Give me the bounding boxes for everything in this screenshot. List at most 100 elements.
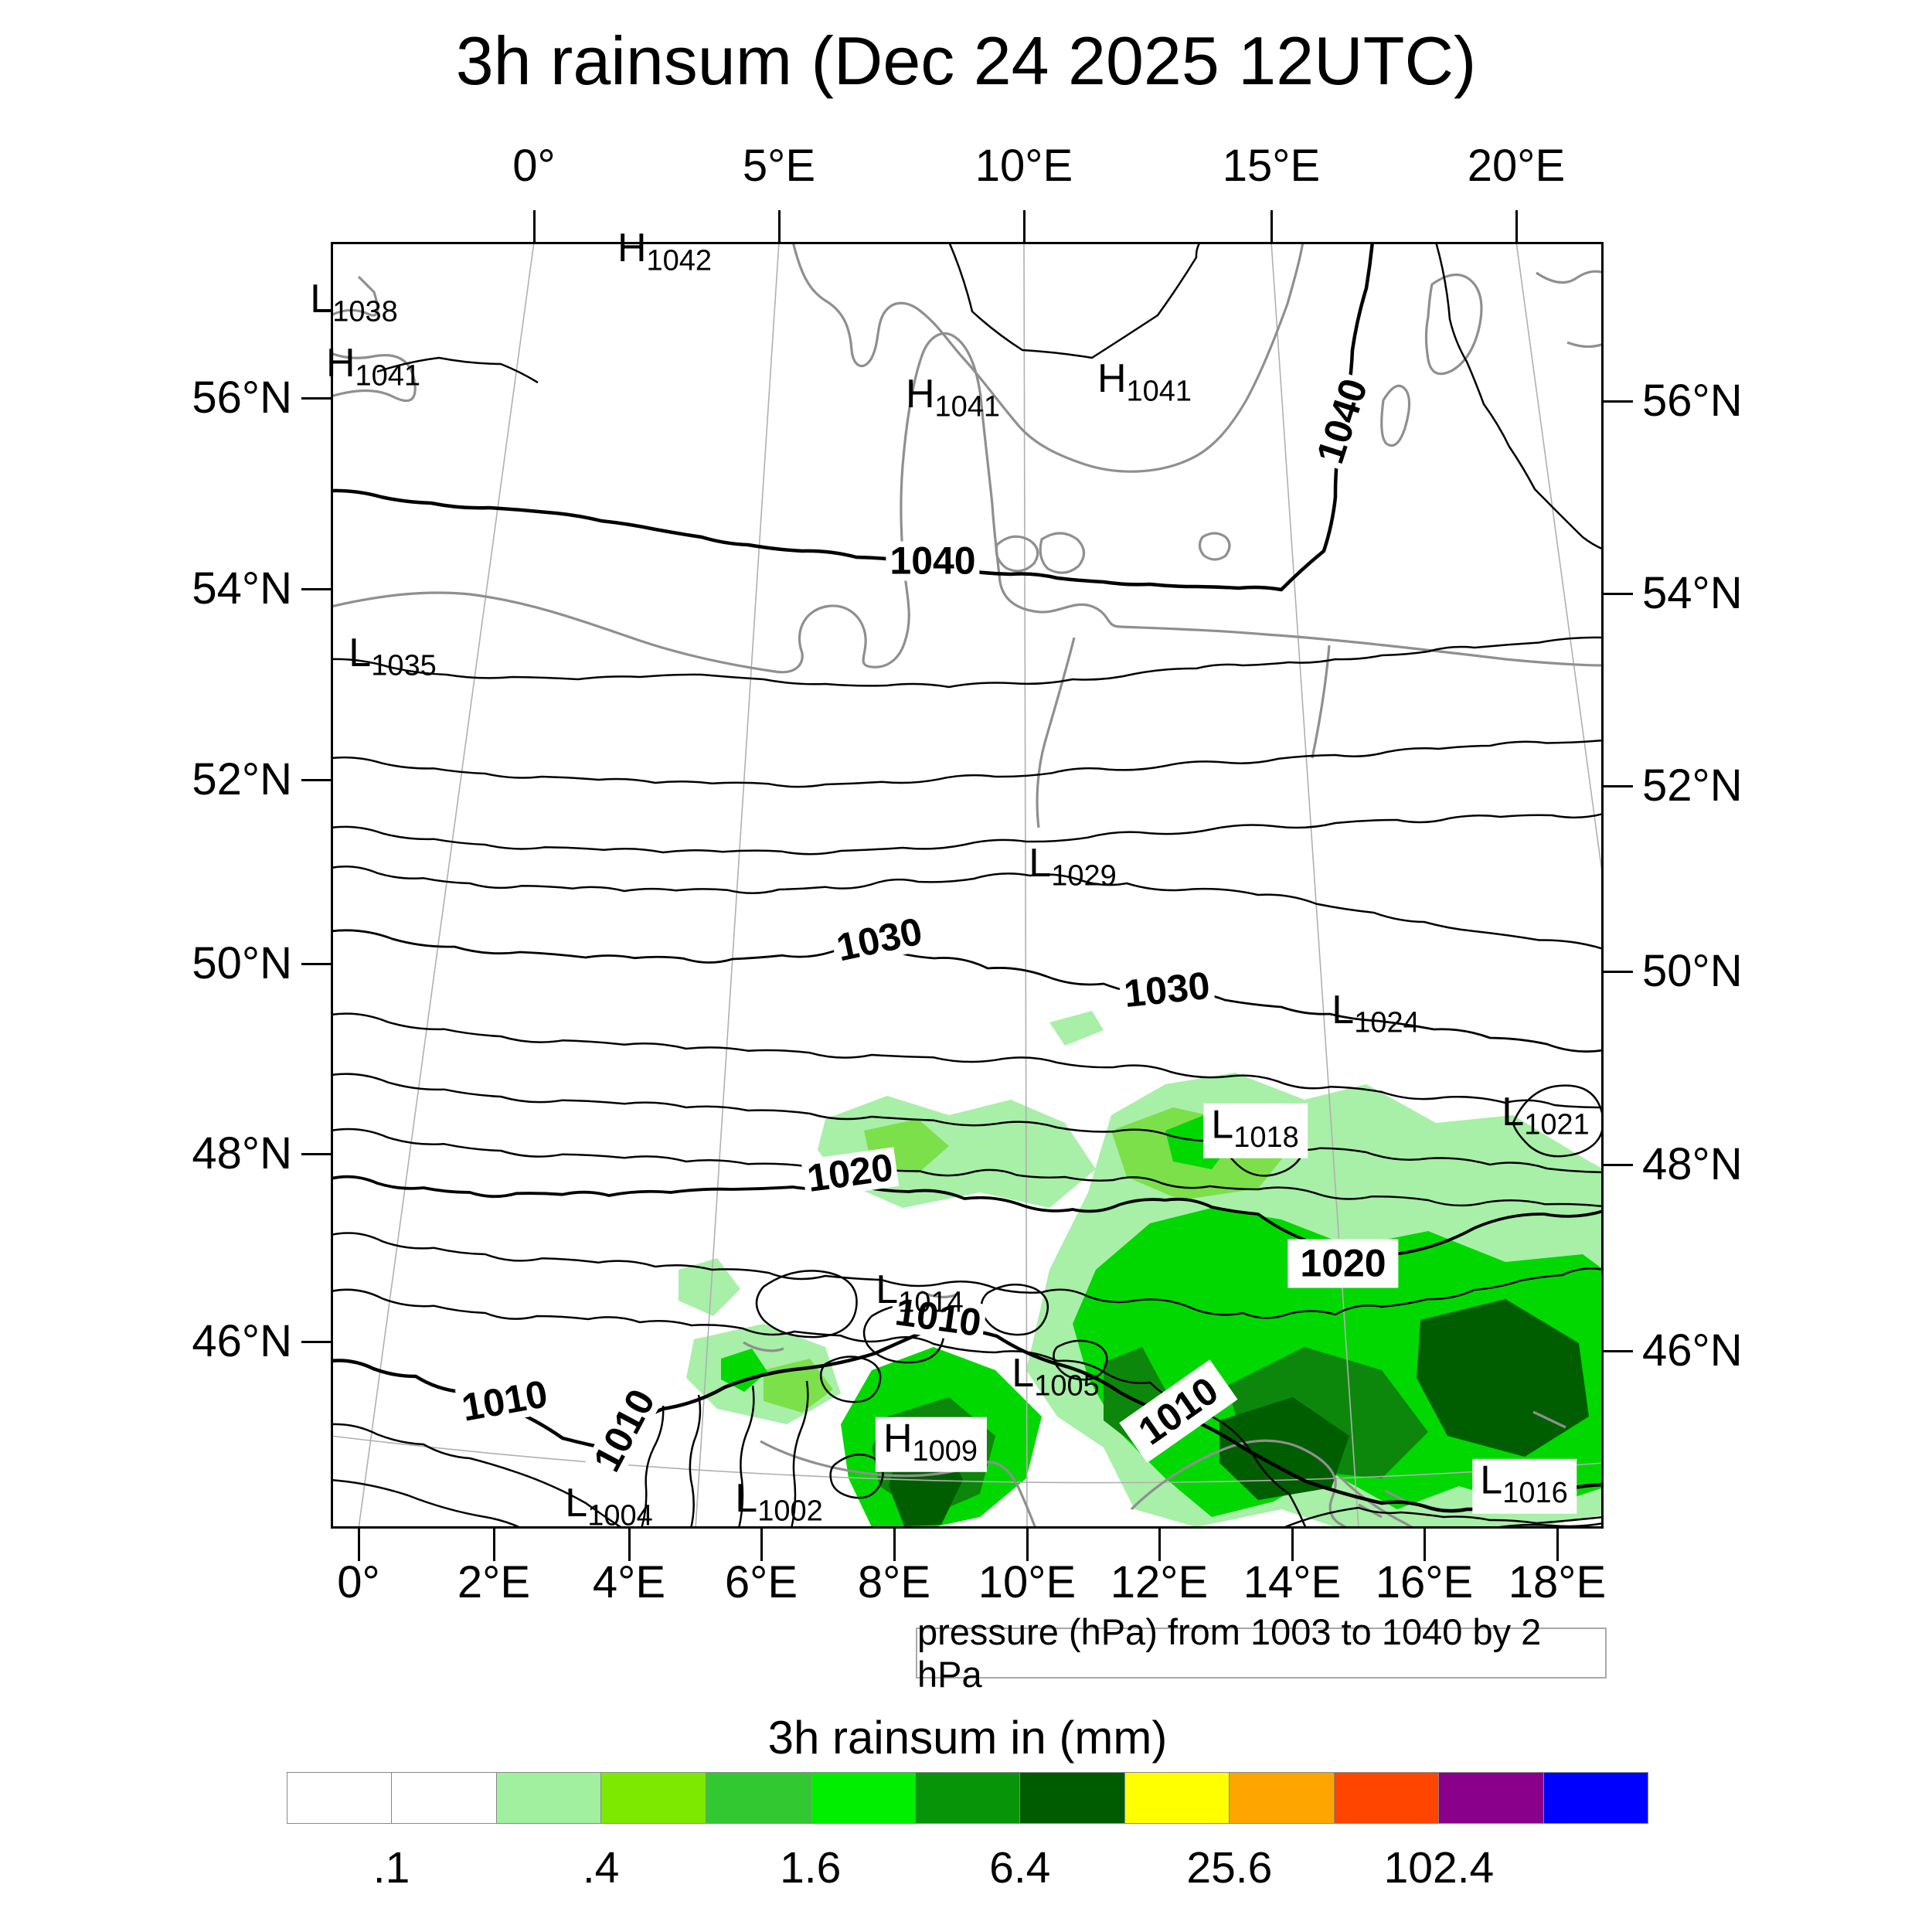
- colorbar-cell: [1020, 1773, 1125, 1823]
- coastline: [920, 1290, 957, 1299]
- pressure-caption-box: pressure (hPa) from 1003 to 1040 by 2 hP…: [916, 1611, 1607, 1695]
- pressure-contour: [640, 1405, 665, 1529]
- rain-shading: [1049, 1011, 1104, 1046]
- right-axis-label: 46°N: [1642, 1325, 1743, 1376]
- bottom-axis-label: 14°E: [1243, 1557, 1342, 1607]
- map-frame: [331, 242, 1604, 1529]
- graticule-line: [1270, 242, 1359, 1529]
- bottom-tick: [1291, 1529, 1294, 1561]
- colorbar-tick-label: 102.4: [1383, 1843, 1495, 1893]
- pressure-contour: [331, 242, 1375, 592]
- bottom-tick: [1556, 1529, 1559, 1561]
- right-axis-label: 50°N: [1642, 946, 1743, 996]
- left-tick: [301, 779, 331, 781]
- top-axis-label: 5°E: [742, 141, 816, 191]
- coastline: [1536, 270, 1604, 284]
- pressure-contour: [331, 739, 1604, 788]
- pressure-center-l1029: L1029: [1029, 841, 1117, 893]
- coastline: [1566, 341, 1604, 349]
- graticule-line: [1515, 242, 1604, 884]
- bottom-axis-label: 18°E: [1508, 1557, 1607, 1607]
- pressure-contour-closed: [1053, 1339, 1108, 1381]
- coastline: [1338, 1475, 1415, 1529]
- colorbar-tick-label: .1: [372, 1843, 410, 1893]
- bottom-tick: [1423, 1529, 1426, 1561]
- coastline: [791, 242, 1304, 473]
- coastline: [1039, 532, 1086, 574]
- colorbar-cell: [601, 1773, 706, 1823]
- contour-label-1020: 1020: [1287, 1239, 1399, 1288]
- pressure-contour: [689, 1394, 702, 1529]
- bottom-tick: [493, 1529, 495, 1561]
- pressure-contour-closed: [819, 1355, 882, 1403]
- pressure-contour: [331, 636, 1604, 689]
- colorbar-cell: [1334, 1773, 1440, 1823]
- pressure-center-l1035: L1035: [349, 631, 437, 682]
- colorbar-cell: [1543, 1773, 1648, 1823]
- coastline: [331, 352, 417, 403]
- pressure-contour: [331, 866, 1604, 951]
- left-tick: [301, 588, 331, 590]
- right-axis-label: 52°N: [1642, 760, 1743, 811]
- pressure-center-l1004: L1004: [565, 1481, 653, 1532]
- top-tick: [1023, 210, 1026, 242]
- rain-shading: [679, 1258, 740, 1316]
- coastline: [1424, 274, 1483, 376]
- pressure-caption-text: pressure (hPa) from 1003 to 1040 by 2 hP…: [917, 1611, 1542, 1695]
- colorbar-title: 3h rainsum in (mm): [767, 1712, 1168, 1764]
- top-tick: [778, 210, 781, 242]
- bottom-tick: [628, 1529, 631, 1561]
- top-axis-label: 20°E: [1467, 141, 1566, 191]
- left-tick: [301, 963, 331, 965]
- pressure-contour: [1489, 1522, 1604, 1529]
- colorbar-cell: [287, 1773, 393, 1823]
- colorbar-cell: [1124, 1773, 1230, 1823]
- pressure-center-h1041: H1041: [325, 341, 421, 393]
- left-axis-label: 52°N: [192, 754, 292, 804]
- pressure-contour: [331, 929, 1604, 1053]
- coastline: [743, 1341, 784, 1352]
- colorbar: [287, 1772, 1648, 1824]
- pressure-center-l1021: L1021: [1502, 1090, 1590, 1141]
- top-axis-label: 10°E: [975, 141, 1073, 191]
- bottom-axis-label: 0°: [337, 1557, 380, 1607]
- left-tick: [301, 1153, 331, 1155]
- pressure-center-l1002: L1002: [735, 1476, 823, 1528]
- contour-label-1030: 1030: [1118, 964, 1216, 1015]
- pressure-contour: [331, 1073, 1604, 1174]
- bottom-axis-label: 6°E: [724, 1557, 798, 1607]
- coastline: [331, 332, 1604, 674]
- bottom-tick: [760, 1529, 763, 1561]
- contour-label-1040: 1040: [886, 541, 980, 581]
- pressure-center-l1014: L1014: [876, 1267, 964, 1319]
- coastline: [331, 275, 379, 317]
- colorbar-cell: [392, 1773, 497, 1823]
- colorbar-cell: [811, 1773, 916, 1823]
- coastline: [995, 535, 1039, 573]
- pressure-center-l1024: L1024: [1332, 988, 1420, 1039]
- pressure-contour: [1281, 1506, 1604, 1529]
- bottom-axis-label: 2°E: [457, 1557, 531, 1607]
- left-axis-label: 50°N: [192, 938, 292, 988]
- right-tick: [1604, 971, 1633, 973]
- colorbar-tick-label: 6.4: [989, 1843, 1051, 1893]
- right-tick: [1604, 1164, 1633, 1166]
- left-axis-label: 56°N: [192, 372, 292, 423]
- right-axis-label: 56°N: [1642, 376, 1743, 426]
- graticule-line: [358, 242, 535, 1529]
- colorbar-tick-label: 25.6: [1186, 1843, 1273, 1893]
- bottom-tick: [893, 1529, 896, 1561]
- right-tick: [1604, 593, 1633, 595]
- bottom-axis-label: 8°E: [857, 1557, 931, 1607]
- right-tick: [1604, 400, 1633, 403]
- pressure-contour: [790, 1380, 809, 1529]
- top-tick: [533, 210, 536, 242]
- coastline: [1311, 645, 1331, 759]
- coastline: [1036, 637, 1076, 828]
- pressure-center-l1018: L1018: [1203, 1103, 1308, 1159]
- colorbar-tick-label: 1.6: [780, 1843, 842, 1893]
- pressure-contour: [947, 242, 1202, 359]
- right-axis-label: 48°N: [1642, 1139, 1743, 1189]
- colorbar-cell: [496, 1773, 602, 1823]
- pressure-center-l1016: L1016: [1472, 1458, 1577, 1515]
